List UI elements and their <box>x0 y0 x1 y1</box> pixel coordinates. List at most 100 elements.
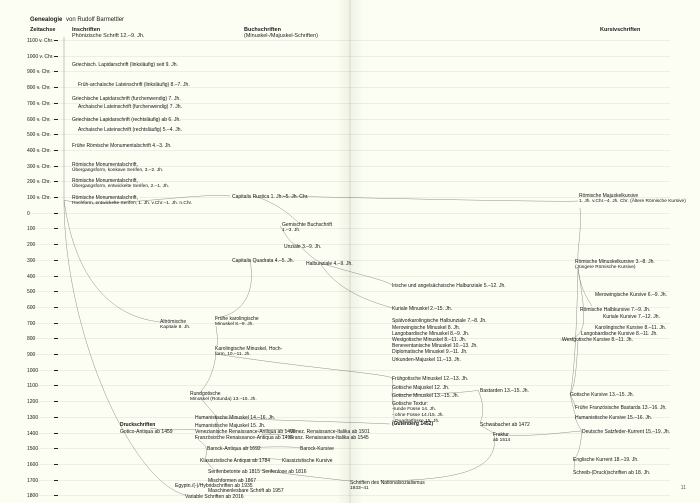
page-number: 11 <box>681 485 686 491</box>
node-n3: Archaische Lateinschrift (furchenwendig)… <box>78 104 182 110</box>
node-ek: Englische Kurrent 18.–19. Jh. <box>573 457 639 463</box>
node-frak: Frakturab 1514 <box>493 432 510 444</box>
col-kursiv: Kursivschriften <box>600 27 640 33</box>
node-n9: Römische Monumentalschrift,Hochform, ent… <box>72 195 192 207</box>
time-row: 400 <box>30 276 670 292</box>
node-n4: Griechische Lapidarschrift (rechtsläufig… <box>72 117 181 123</box>
time-label: 800 v. Chr. <box>27 85 55 91</box>
node-bar: Barock-Antiqua ab 1692 <box>207 446 261 452</box>
node-kurk: Kuriale Kursive 7.–12. Jh. <box>603 314 660 320</box>
node-ffb: Frühe Französische Bastarda 13.–16. Jh. <box>575 405 667 411</box>
node-gut: (Gutenberg 1452) <box>392 421 433 427</box>
time-row: 1100 v. Chr. <box>30 40 670 56</box>
time-label: 0 <box>27 211 55 217</box>
time-row: 1200 <box>30 401 670 417</box>
time-label: 100 v. Chr. <box>27 195 55 201</box>
time-label: 200 <box>27 242 55 248</box>
time-label: 400 v. Chr. <box>27 148 55 154</box>
node-n2: Griechische Lapidarschrift (furchenwendi… <box>72 96 181 102</box>
node-quad: Capitalis Quadrata 4.–5. Jh. <box>232 258 294 264</box>
time-label: 900 <box>27 352 55 358</box>
time-label: 1100 v. Chr. <box>27 38 55 44</box>
time-label: 1200 <box>27 399 55 405</box>
node-wgk: Westgotische Kursive 8.–11. Jh. <box>562 337 633 343</box>
node-rhk: Römische Halbkursive 7.–9. Jh. <box>580 307 650 313</box>
node-sl: Serifenlose ab 1816 <box>262 469 306 475</box>
node-n5: Archaische Lateinschrift (rechtsläufig) … <box>78 127 182 133</box>
time-label: 1700 <box>27 478 55 484</box>
title-main: Genealogie <box>30 17 62 23</box>
col-zeitachse: Zeitachse <box>30 27 55 33</box>
time-label: 800 <box>27 336 55 342</box>
node-ga: Gotico-Antiqua ab 1459 <box>120 429 173 435</box>
time-label: 1100 <box>27 383 55 389</box>
node-rg: RundgotischeMinuskel (Rotunda) 13.–15. J… <box>190 391 257 403</box>
time-label: 400 <box>27 274 55 280</box>
node-dipl: Diplomatische Minuskel 9.–11. Jh. <box>392 349 468 355</box>
node-sb: Serifenbetonte ab 1815 <box>208 469 260 475</box>
node-gem: Gemischte Buchschrift1.–3. Jh. <box>282 222 332 234</box>
time-row: 200 <box>30 244 670 260</box>
node-bast: Bastarden 13.–15. Jh. <box>480 388 529 394</box>
time-label: 600 v. Chr. <box>27 117 55 123</box>
title-author: von Rudolf Barmettler <box>66 17 124 23</box>
node-kur: Kuriale Minuskel 2.–15. Jh. <box>392 306 452 312</box>
node-hk: Humanistische Kursive 15.–16. Jh. <box>575 415 652 421</box>
node-urk: Urkunden-Majuskel 11.–13. Jh. <box>392 357 461 363</box>
time-row: 500 <box>30 291 670 307</box>
page-title-row: Genealogie von Rudolf Barmettler <box>30 17 124 23</box>
time-label: 700 <box>27 321 55 327</box>
time-label: 1800 <box>27 493 55 499</box>
node-hunz: Halbunziale 4.–9. Jh. <box>306 261 353 267</box>
node-unz: Unziale 3.–9. Jh. <box>284 244 321 250</box>
node-gmin: Gotische Minuskel 13.–15. Jh. <box>392 393 459 399</box>
time-label: 1000 v. Chr. <box>27 54 55 60</box>
time-row: 0 <box>30 213 670 229</box>
node-cap: Capitalis Rustica 1. Jh.–5. Jh. Chr. <box>232 194 308 200</box>
node-rmk: Römische Majuskelkursive1. Jh. v.Chr.–4.… <box>579 193 686 205</box>
node-alem: AltrömischeKapitale 8. Jh. <box>160 319 190 331</box>
time-label: 600 <box>27 305 55 311</box>
node-mrk: Römische Minuskelkursive 3.–8. Jh.(Jünge… <box>575 259 655 271</box>
spread: Genealogie von Rudolf Barmettler Zeitach… <box>0 0 700 503</box>
time-label: 500 v. Chr. <box>27 132 55 138</box>
node-n6: Frühe Römische Monumentalschrift 4.–3. J… <box>72 143 172 149</box>
node-nat: Schriften des Nationalsozialismus1933–41 <box>350 480 425 492</box>
node-var: Variable Schriften ab 2016 <box>185 494 244 500</box>
time-label: 1000 <box>27 368 55 374</box>
node-kla: Klassizistische Antiqua ab 1784 <box>200 458 270 464</box>
node-merk: Merowingische Kursive 6.–9. Jh. <box>595 292 667 298</box>
time-row: 600 <box>30 307 670 323</box>
node-dsk: Deutsche Satzfeder-Kurrent 15.–19. Jh. <box>582 429 670 435</box>
time-label: 300 <box>27 258 55 264</box>
node-spz: Spätvorkarolingische Halbunziale 7.–8. J… <box>392 318 487 324</box>
time-row: 1000 <box>30 370 670 386</box>
time-label: 900 v. Chr. <box>27 69 55 75</box>
time-label: 100 <box>27 226 55 232</box>
time-label: 500 <box>27 289 55 295</box>
node-klak: Klassizistische Kursive <box>282 458 333 464</box>
time-row: 1800 <box>30 495 670 503</box>
node-ir: Irische und angelsächsische Halbunziale … <box>392 283 506 289</box>
node-bark: Barock-Kursive <box>300 446 334 452</box>
node-n1: Früh-archaische Lateinschrift (linksläuf… <box>78 82 190 88</box>
node-fra: Französische Renaissance-Antiqua ab 1495 <box>195 435 293 441</box>
col-buchschriften: Buchschriften (Minuskel-/Majuskel-Schrif… <box>244 27 318 39</box>
time-label: 1500 <box>27 446 55 452</box>
node-n7: Römische Monumentalschrift,Übergangsform… <box>72 162 163 174</box>
node-n0: Griechisch. Lapidarschrift (linksläufig)… <box>72 62 178 68</box>
node-n8: Römische Monumentalschrift,Übergangsform… <box>72 178 169 190</box>
time-row: 900 <box>30 354 670 370</box>
time-label: 200 v. Chr. <box>27 179 55 185</box>
time-label: 1300 <box>27 415 55 421</box>
time-label: 1600 <box>27 462 55 468</box>
node-gmaj: Gotische Majuskel 12. Jh. <box>392 385 449 391</box>
node-gk: Gotische Kursive 13.–15. Jh. <box>570 392 634 398</box>
time-label: 700 v. Chr. <box>27 101 55 107</box>
node-dr: Druckschriften <box>120 422 155 428</box>
node-fkar: Frühe karolingischeMinuskel 8.–9. Jh. <box>215 316 259 328</box>
node-hm: Humanistische Minuskel 14.–16. Jh. <box>195 415 275 421</box>
node-sds: Schreib-(Druck)schriften ab 18. Jh. <box>573 470 650 476</box>
time-label: 300 v. Chr. <box>27 164 55 170</box>
time-label: 1400 <box>27 431 55 437</box>
